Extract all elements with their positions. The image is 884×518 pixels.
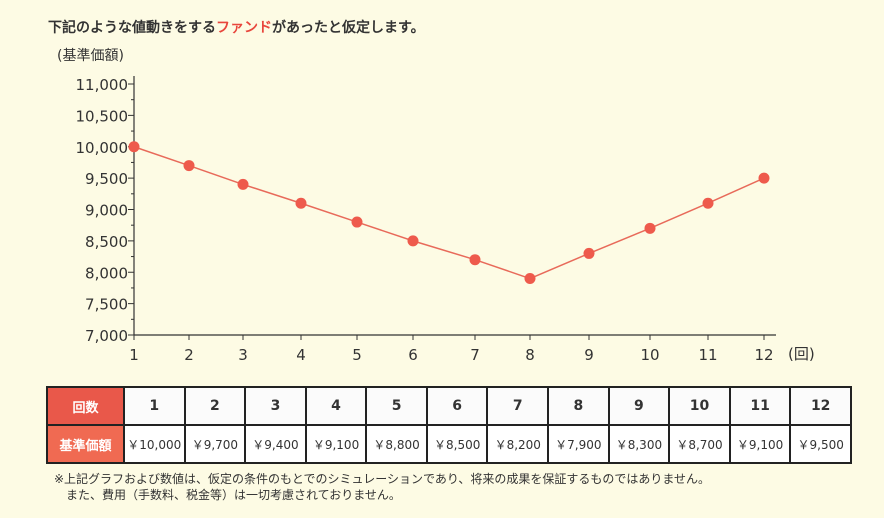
series-line — [133, 146, 765, 280]
data-point — [758, 172, 770, 184]
page-heading: 下記のような値動きをするファンドがあったと仮定します。 — [48, 17, 425, 37]
table-cell-price: ￥10,000 — [123, 424, 186, 464]
data-point — [644, 222, 656, 234]
data-point — [351, 216, 363, 228]
y-tick-label: 8,500 — [85, 233, 128, 251]
data-point — [237, 178, 249, 190]
table-cell-price: ￥9,500 — [789, 424, 852, 464]
x-tick-label: 7 — [470, 346, 480, 364]
table-header-count: 回数 — [46, 386, 125, 426]
table-cell-count: 2 — [183, 386, 247, 426]
y-tick-label: 11,000 — [76, 76, 129, 94]
table-cell-count: 10 — [668, 386, 731, 426]
table-cell-count: 8 — [547, 386, 610, 426]
data-point — [702, 197, 714, 209]
data-point — [128, 141, 140, 153]
table-cell-count: 5 — [365, 386, 428, 426]
disclaimer-line-1: ※上記グラフおよび数値は、仮定の条件のもとでのシミュレーションであり、将来の成果… — [54, 472, 711, 486]
table-cell-count: 7 — [486, 386, 550, 426]
table-cell-price: ￥7,900 — [547, 424, 610, 464]
x-tick-label: 3 — [238, 346, 248, 364]
table-cell-count: 3 — [244, 386, 307, 426]
data-point — [524, 273, 536, 285]
x-tick-label: 12 — [754, 346, 773, 364]
disclaimer-line-2: また、費用（手数料、税金等）は一切考慮されておりません。 — [66, 488, 401, 502]
table-cell-price: ￥9,100 — [304, 424, 368, 464]
y-tick-label: 8,000 — [85, 264, 128, 282]
x-tick-label: 1 — [129, 346, 139, 364]
table-cell-count: 9 — [607, 386, 671, 426]
x-tick-label: 5 — [352, 346, 362, 364]
x-tick-label: 2 — [184, 346, 194, 364]
x-axis-label: (回) — [788, 345, 815, 363]
disclaimer-note: ※上記グラフおよび数値は、仮定の条件のもとでのシミュレーションであり、将来の成果… — [54, 471, 710, 503]
data-point — [183, 160, 195, 172]
table-cell-price: ￥8,500 — [425, 424, 489, 464]
table-cell-price: ￥9,700 — [183, 424, 247, 464]
x-tick-label: 11 — [698, 346, 717, 364]
y-tick-label: 10,500 — [76, 107, 129, 125]
table-cell-count: 12 — [789, 386, 852, 426]
heading-text-after: があったと仮定します。 — [272, 20, 425, 36]
y-tick-label: 7,000 — [85, 327, 128, 345]
table-cell-count: 4 — [304, 386, 368, 426]
data-point — [295, 197, 307, 209]
y-tick-label: 7,500 — [85, 296, 128, 314]
chart-series — [128, 141, 770, 285]
price-table: 回数 1 2 3 4 5 6 7 8 9 10 11 12 基準価額 ￥10,000 ￥9,700 ￥9,… — [46, 386, 852, 464]
x-tick-label: 6 — [408, 346, 418, 364]
line-chart: 7,000 7,500 8,000 8,500 9,000 9,500 10,000 10,5… — [76, 76, 815, 364]
data-point — [583, 247, 595, 259]
table-cell-count: 6 — [425, 386, 489, 426]
table-cell-price: ￥9,400 — [244, 424, 307, 464]
x-axis-ticks: 1 2 3 4 5 6 7 8 9 10 11 12 — [129, 335, 774, 364]
heading-highlight-fund: ファンド — [216, 20, 272, 36]
x-tick-label: 10 — [640, 346, 659, 364]
data-point — [407, 235, 419, 247]
table-row-prices: 基準価額 ￥10,000 ￥9,700 ￥9,400 ￥9,100 ￥8,800 ￥8,5… — [46, 424, 852, 464]
x-tick-label: 8 — [525, 346, 535, 364]
y-tick-label: 9,000 — [85, 202, 128, 220]
table-cell-price: ￥8,300 — [607, 424, 671, 464]
table-cell-count: 1 — [123, 386, 186, 426]
table-cell-price: ￥8,800 — [365, 424, 428, 464]
table-header-price: 基準価額 — [46, 424, 125, 464]
heading-text-before: 下記のような値動きをする — [48, 20, 216, 36]
y-axis-ticks: 7,000 7,500 8,000 8,500 9,000 9,500 10,000 10,5… — [76, 76, 134, 345]
table-row-counts: 回数 1 2 3 4 5 6 7 8 9 10 11 12 — [46, 386, 852, 426]
x-tick-label: 4 — [296, 346, 306, 364]
table-cell-price: ￥8,200 — [486, 424, 550, 464]
x-tick-label: 9 — [584, 346, 594, 364]
table-cell-price: ￥9,100 — [728, 424, 792, 464]
table-cell-count: 11 — [728, 386, 792, 426]
chart-axes — [133, 76, 776, 336]
table-cell-price: ￥8,700 — [668, 424, 731, 464]
data-point — [469, 254, 481, 266]
y-tick-label: 9,500 — [85, 170, 128, 188]
y-tick-label: 10,000 — [76, 139, 129, 157]
y-axis-label: (基準価額) — [57, 48, 124, 64]
